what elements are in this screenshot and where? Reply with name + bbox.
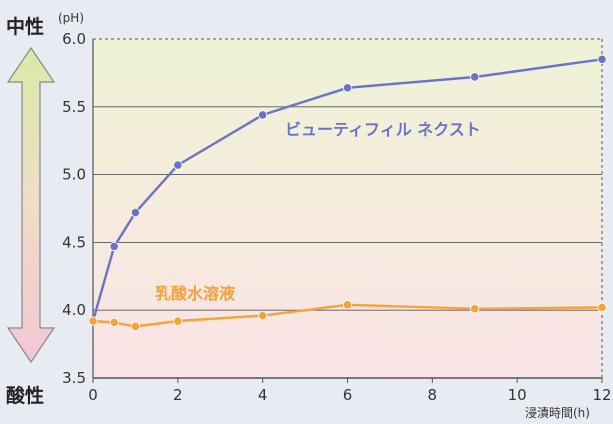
data-point-series-0 — [130, 207, 141, 218]
neutral-acid-arrow-icon — [6, 46, 56, 364]
data-point-series-0 — [173, 160, 183, 170]
x-tick-label: 10 — [508, 386, 527, 404]
x-tick-label: 0 — [88, 386, 98, 404]
data-point-series-0 — [258, 110, 268, 120]
data-point-series-1 — [342, 300, 353, 310]
data-point-series-1 — [88, 316, 98, 326]
data-point-series-1 — [130, 321, 141, 332]
data-point-series-0 — [342, 83, 353, 93]
series-layer — [88, 54, 607, 332]
data-point-series-0 — [597, 54, 607, 64]
x-tick-label: 8 — [428, 386, 438, 404]
data-point-series-1 — [109, 317, 119, 328]
y-unit-label: (pH) — [58, 11, 84, 25]
ticks-layer: 3.5 4.0 4.5 5.0 5.5 6.0 0 2 4 6 8 10 12 — [62, 30, 611, 404]
y-tick-label: 5.5 — [62, 98, 86, 116]
series-label-lactic: 乳酸水溶液 — [155, 284, 236, 303]
x-tick-label: 12 — [592, 386, 611, 404]
y-tick-label: 4.5 — [62, 233, 86, 251]
x-axis-label: 浸漬時間(h) — [525, 405, 590, 420]
data-point-series-0 — [470, 72, 480, 82]
y-bottom-label: 酸性 — [6, 384, 44, 407]
data-point-series-1 — [173, 316, 183, 326]
x-tick-label: 6 — [343, 386, 353, 404]
x-tick-label: 4 — [258, 386, 268, 404]
y-top-label: 中性 — [6, 15, 44, 38]
x-tick-label: 2 — [173, 386, 183, 404]
y-tick-label: 6.0 — [62, 30, 86, 48]
data-point-series-1 — [597, 302, 607, 313]
data-point-series-1 — [470, 304, 480, 314]
y-tick-label: 5.0 — [62, 166, 86, 184]
data-point-series-0 — [109, 241, 119, 252]
series-line-0 — [91, 58, 603, 322]
y-tick-label: 3.5 — [62, 369, 86, 387]
series-label-beautifil: ビューティフィル ネクスト — [285, 120, 481, 139]
data-point-series-1 — [258, 311, 268, 321]
y-tick-label: 4.0 — [62, 301, 86, 319]
